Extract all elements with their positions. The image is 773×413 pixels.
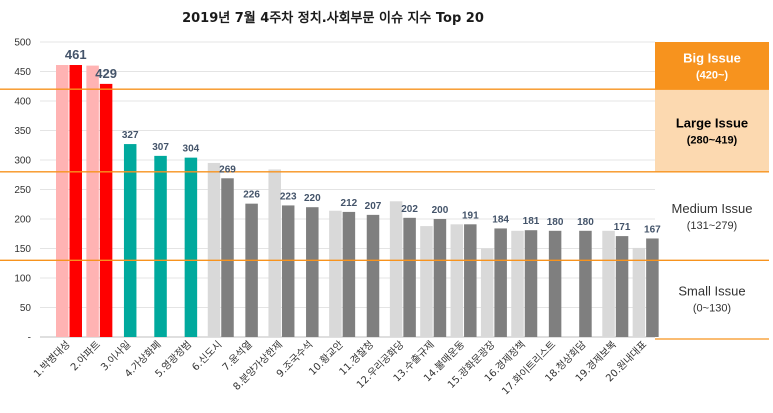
band-label-big-issue: Big Issue [683,51,741,66]
bar-current [342,211,356,337]
data-label: 327 [122,130,139,141]
bar-current [221,178,234,337]
y-axis: - 50 100 150 200 250 300 350 400 450 500 [14,38,31,344]
data-label: 202 [401,204,418,215]
y-tick-label: 300 [14,156,31,167]
bar-current [615,236,629,337]
bar-current [69,65,82,337]
y-tick-label: 350 [14,126,31,137]
bar-current [245,203,258,337]
data-labels: 461 429 327 307 304 269 226 223 220 212 207 202 200 1… [65,47,661,235]
bar-previous [420,226,433,337]
x-axis: 1.박병대성2.아파트3.이사일4.가상화폐5.영광정범6.신도시7.윤석열8.… [31,338,649,397]
y-tick-label: 500 [14,38,31,49]
bar-previous [86,65,99,337]
band-range-small-issue: (0~130) [693,303,731,315]
data-label: 226 [243,190,260,201]
bar-current [403,217,416,337]
data-label: 220 [304,193,321,204]
bar-current [524,230,538,337]
band-large-issue [655,89,769,172]
chart-title: 2019년 7월 4주차 정치.사회부문 이슈 지수 Top 20 [182,10,484,26]
bar-current [281,205,295,337]
y-tick-label: 50 [20,303,32,314]
bar-current [184,157,198,337]
x-tick-label: 17.화이트리스트 [499,339,558,398]
data-label: 212 [341,198,358,209]
data-label: 167 [644,224,661,235]
bar-current [306,207,319,337]
band-label-large-issue: Large Issue [676,116,748,131]
bars [56,65,659,337]
bar-current [366,214,380,337]
band-range-large-issue: (280~419) [687,135,738,147]
band-big-issue [655,42,769,90]
bar-previous [480,248,494,337]
y-tick-label: - [28,333,31,344]
bar-previous [56,65,69,337]
data-label: 223 [280,191,297,202]
bar-current [99,83,113,337]
band-range-medium-issue: (131~279) [687,220,737,232]
bar-current [494,228,507,337]
bar-previous [268,169,281,337]
data-label: 307 [152,142,169,153]
x-tick-label: 1.박병대성 [31,339,72,380]
y-tick-label: 250 [14,185,31,196]
band-label-medium-issue: Medium Issue [672,201,753,216]
data-label: 429 [95,66,117,81]
bar-current [154,155,167,337]
bar-current [123,144,137,337]
band-medium-issue [655,171,769,261]
bar-previous [632,247,646,337]
y-tick-label: 450 [14,67,31,78]
bar-previous [207,162,221,337]
y-tick-label: 200 [14,215,31,226]
band-label-small-issue: Small Issue [678,284,745,299]
x-tick-label: 6.신도시 [190,339,225,374]
bar-current [579,230,592,337]
bar-current [464,224,477,337]
data-label: 200 [432,205,449,216]
bar-previous [389,201,403,337]
bar-current [548,230,562,337]
bar-previous [450,224,464,337]
data-label: 269 [219,164,236,175]
y-tick-label: 100 [14,274,31,285]
data-label: 181 [523,216,540,227]
x-tick-label: 2.아파트 [68,339,103,374]
bar-previous [602,230,615,337]
data-label: 180 [577,217,594,228]
y-tick-label: 150 [14,244,31,255]
threshold-lines [0,88,769,340]
data-label: 207 [365,201,382,212]
data-label: 171 [614,222,631,233]
data-label: 191 [462,210,479,221]
band-small-issue [655,260,769,337]
data-label: 304 [183,144,200,155]
bar-previous [329,210,342,337]
data-label: 461 [65,47,87,62]
bar-current [433,219,447,337]
bar-current [646,238,659,337]
data-label: 180 [547,217,564,228]
data-label: 184 [492,214,509,225]
bar-previous [511,230,524,337]
band-range-big-issue: (420~) [696,70,728,82]
y-tick-label: 400 [14,97,31,108]
issue-bands: Big Issue (420~) Large Issue (280~419) Mediu… [655,42,769,337]
